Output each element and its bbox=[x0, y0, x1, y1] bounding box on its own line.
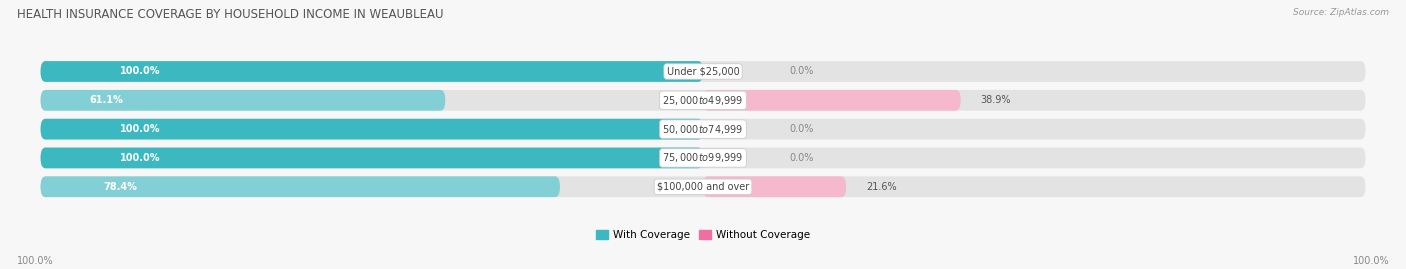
Legend: With Coverage, Without Coverage: With Coverage, Without Coverage bbox=[596, 230, 810, 240]
FancyBboxPatch shape bbox=[41, 61, 1365, 82]
Text: $25,000 to $49,999: $25,000 to $49,999 bbox=[662, 94, 744, 107]
FancyBboxPatch shape bbox=[41, 90, 1365, 111]
Text: $100,000 and over: $100,000 and over bbox=[657, 182, 749, 192]
Text: 100.0%: 100.0% bbox=[120, 153, 160, 163]
FancyBboxPatch shape bbox=[703, 176, 846, 197]
FancyBboxPatch shape bbox=[41, 119, 1365, 140]
FancyBboxPatch shape bbox=[41, 90, 446, 111]
FancyBboxPatch shape bbox=[41, 61, 703, 82]
Text: 100.0%: 100.0% bbox=[1353, 256, 1389, 266]
Text: 100.0%: 100.0% bbox=[120, 124, 160, 134]
Text: 100.0%: 100.0% bbox=[17, 256, 53, 266]
Text: $50,000 to $74,999: $50,000 to $74,999 bbox=[662, 123, 744, 136]
Text: Source: ZipAtlas.com: Source: ZipAtlas.com bbox=[1294, 8, 1389, 17]
FancyBboxPatch shape bbox=[703, 90, 960, 111]
Text: 78.4%: 78.4% bbox=[103, 182, 136, 192]
Text: 0.0%: 0.0% bbox=[789, 153, 814, 163]
Text: $75,000 to $99,999: $75,000 to $99,999 bbox=[662, 151, 744, 164]
Text: 38.9%: 38.9% bbox=[980, 95, 1011, 105]
FancyBboxPatch shape bbox=[41, 176, 560, 197]
FancyBboxPatch shape bbox=[41, 148, 1365, 168]
Text: 0.0%: 0.0% bbox=[789, 66, 814, 76]
Text: HEALTH INSURANCE COVERAGE BY HOUSEHOLD INCOME IN WEAUBLEAU: HEALTH INSURANCE COVERAGE BY HOUSEHOLD I… bbox=[17, 8, 443, 21]
FancyBboxPatch shape bbox=[41, 148, 703, 168]
FancyBboxPatch shape bbox=[41, 176, 1365, 197]
Text: 100.0%: 100.0% bbox=[120, 66, 160, 76]
Text: 0.0%: 0.0% bbox=[789, 124, 814, 134]
Text: 61.1%: 61.1% bbox=[89, 95, 122, 105]
FancyBboxPatch shape bbox=[41, 119, 703, 140]
Text: 21.6%: 21.6% bbox=[866, 182, 897, 192]
Text: Under $25,000: Under $25,000 bbox=[666, 66, 740, 76]
